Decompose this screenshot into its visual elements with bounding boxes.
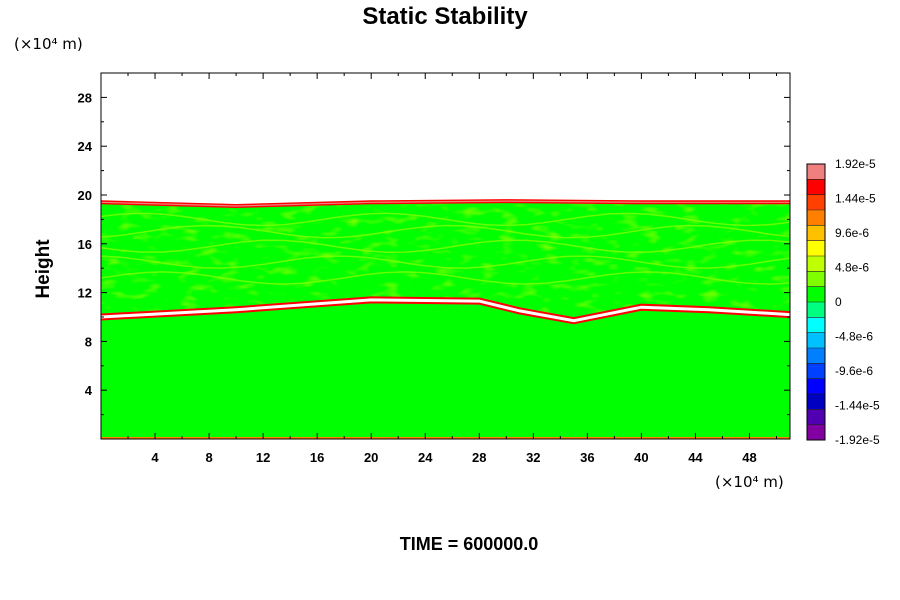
colorbar-swatch <box>807 240 825 257</box>
stable-layer-core <box>101 298 790 323</box>
colorbar-tick-label: -1.92e-5 <box>835 433 880 447</box>
colorbar-swatch <box>807 317 825 333</box>
colorbar-swatch <box>807 424 825 441</box>
colorbar-swatch <box>807 256 825 272</box>
colorbar-tick-label: 1.44e-5 <box>835 192 876 206</box>
y-axis-label: Height <box>33 239 54 299</box>
x-tick-label: 16 <box>310 450 324 465</box>
plot-frame <box>100 72 791 440</box>
x-tick-label: 20 <box>364 450 378 465</box>
colorbar-tick-label: -4.8e-6 <box>835 330 873 344</box>
colorbar-swatch <box>807 409 825 425</box>
y-axis: 4 8 12 16 20 24 28 <box>78 90 790 416</box>
colorbar-swatch <box>807 271 825 287</box>
x-tick-label: 40 <box>634 450 648 465</box>
colorbar-swatch <box>807 378 825 395</box>
colorbar-swatch <box>807 302 825 318</box>
lower-region <box>101 299 790 439</box>
colorbar-tick-label: 4.8e-6 <box>835 261 869 275</box>
colorbar-swatch <box>807 210 825 226</box>
upper-streak <box>101 239 790 253</box>
x-tick-label: 32 <box>526 450 540 465</box>
colorbar-swatch <box>807 363 825 379</box>
x-tick-label: 4 <box>151 450 159 465</box>
colorbar-swatch <box>807 348 825 364</box>
colorbar-swatch <box>807 286 825 303</box>
colorbar: 1.92e-5 1.44e-5 9.6e-6 4.8e-6 0 -4.8e-6 -9.6e-… <box>806 157 880 447</box>
x-tick-label: 8 <box>205 450 212 465</box>
colorbar-tick-label: 1.92e-5 <box>835 157 876 171</box>
colorbar-tick-label: -1.44e-5 <box>835 399 880 413</box>
colorbar-frame <box>806 163 826 441</box>
colorbar-swatch <box>807 225 825 241</box>
x-axis: 4 8 12 16 20 24 28 32 36 40 44 48 <box>127 73 777 465</box>
x-tick-label: 12 <box>256 450 270 465</box>
x-tick-label: 44 <box>688 450 703 465</box>
chart-title: Static Stability <box>362 3 528 30</box>
y-tick-label: 24 <box>78 139 93 154</box>
colorbar-swatch <box>807 194 825 211</box>
x-unit-label: (×10⁴ m) <box>715 473 784 491</box>
upper-streak <box>101 271 790 285</box>
stability-field <box>101 199 790 439</box>
colorbar-tick-label: -9.6e-6 <box>835 364 873 378</box>
upper-streak <box>101 255 790 269</box>
y-tick-label: 12 <box>78 286 92 301</box>
colorbar-tick-label: 0 <box>835 295 842 309</box>
upper-streak <box>101 212 790 227</box>
top-boundary-core <box>101 200 790 207</box>
x-tick-label: 48 <box>742 450 756 465</box>
colorbar-swatch <box>807 394 825 410</box>
colorbar-swatch <box>807 164 825 180</box>
upper-streak <box>101 224 790 239</box>
x-tick-label: 28 <box>472 450 486 465</box>
y-tick-label: 4 <box>85 383 93 398</box>
x-tick-label: 24 <box>418 450 433 465</box>
colorbar-swatch <box>807 179 825 195</box>
y-unit-label: (×10⁴ m) <box>14 35 83 53</box>
y-tick-label: 8 <box>85 334 92 349</box>
colorbar-swatch <box>807 332 825 349</box>
y-tick-label: 28 <box>78 90 92 105</box>
y-tick-label: 16 <box>78 237 92 252</box>
x-tick-label: 36 <box>580 450 594 465</box>
colorbar-tick-label: 9.6e-6 <box>835 226 869 240</box>
y-tick-label: 20 <box>78 188 92 203</box>
time-label: TIME = 600000.0 <box>400 534 539 554</box>
